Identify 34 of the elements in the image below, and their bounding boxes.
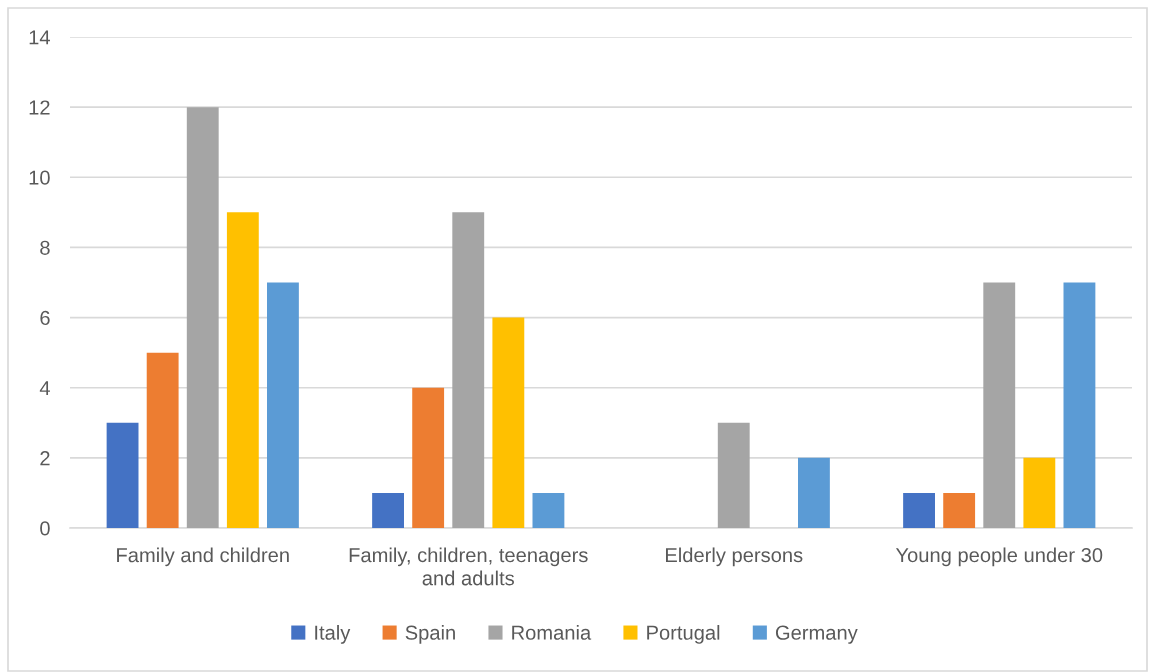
bar <box>452 212 485 528</box>
y-tick-label: 8 <box>40 240 50 255</box>
y-tick-label: 0 <box>40 521 50 536</box>
bar <box>983 282 1016 528</box>
bar <box>146 352 179 528</box>
bar <box>798 457 830 528</box>
bar <box>1063 282 1096 528</box>
bar <box>412 387 445 528</box>
y-tick-label: 2 <box>40 451 50 466</box>
y-tick-label: 10 <box>29 170 50 185</box>
y-tick-label: 4 <box>39 381 50 396</box>
y-tick-label: 12 <box>29 100 50 115</box>
x-tick-label: Young people under 30 <box>895 547 1103 567</box>
legend-label: Germany <box>775 625 858 644</box>
bar <box>186 107 219 528</box>
bar <box>1023 457 1056 528</box>
bar <box>372 492 404 528</box>
bar <box>532 492 565 528</box>
bar <box>943 492 976 528</box>
y-tick-label: 6 <box>40 310 50 326</box>
y-tick-label: 14 <box>29 30 50 45</box>
legend-label: Romania <box>512 625 592 640</box>
bar <box>267 282 299 528</box>
bar <box>903 492 935 528</box>
legend-label: Portugal <box>647 625 720 644</box>
bar <box>492 317 525 528</box>
x-tick-label: Family and children <box>117 547 289 567</box>
legend-label: Spain <box>405 625 455 644</box>
bar <box>106 422 139 528</box>
x-tick-label: Elderly persons <box>666 547 803 567</box>
x-tick-label: Family, children, teenagers and adults <box>349 547 588 586</box>
bar <box>226 212 259 528</box>
bar <box>717 422 750 528</box>
legend-label: Italy <box>315 625 351 644</box>
